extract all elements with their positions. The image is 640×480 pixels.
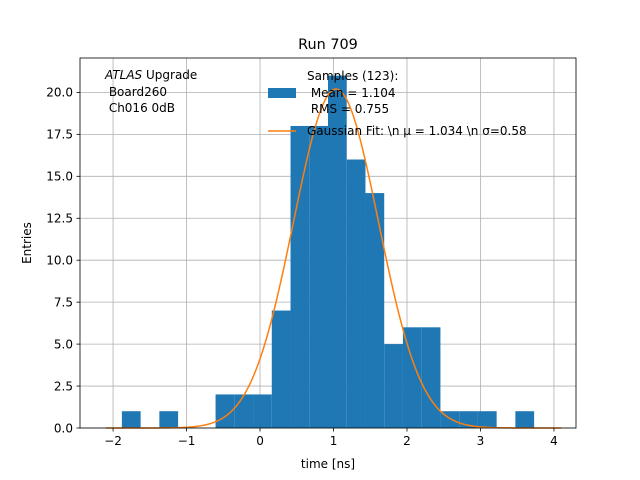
y-axis-label: Entries xyxy=(20,222,34,264)
histogram-bar xyxy=(271,310,291,428)
histogram-bar xyxy=(290,125,310,429)
gaussian-fit-curve xyxy=(105,88,562,429)
chart-title: Run 709 xyxy=(298,37,358,53)
atlas-italic: ATLAS xyxy=(104,68,143,82)
histogram-bar xyxy=(328,75,347,428)
histogram-bar xyxy=(421,327,441,428)
histogram-bar xyxy=(309,125,328,429)
y-tick-label: 5.0 xyxy=(54,337,73,351)
x-tick-label: 3 xyxy=(477,434,485,448)
y-tick-label: 15.0 xyxy=(46,170,73,184)
legend-hist-line2: Mean = 1.104 xyxy=(307,86,396,100)
histogram-bar xyxy=(121,411,141,428)
atlas-annotation: ATLAS Upgrade Board260 Ch016 0dB xyxy=(104,68,197,115)
histogram-bar xyxy=(346,159,366,428)
x-tick-label: −2 xyxy=(104,434,122,448)
histogram-bar xyxy=(253,394,272,428)
plot-frame xyxy=(79,57,577,429)
y-tick-label: 20.0 xyxy=(46,86,73,100)
x-tick-label: 4 xyxy=(550,434,558,448)
legend-fit-label: Gaussian Fit: \n μ = 1.034 \n σ=0.58 xyxy=(307,124,527,138)
y-tick-label: 0.0 xyxy=(54,421,73,435)
x-tick-label: 0 xyxy=(256,434,264,448)
atlas-upgrade: Upgrade xyxy=(142,68,197,82)
x-tick-label: −1 xyxy=(178,434,196,448)
histogram-bar xyxy=(477,411,497,428)
histogram-bar xyxy=(159,411,179,428)
y-tick-label: 2.5 xyxy=(54,379,73,393)
channel-label: Ch016 0dB xyxy=(105,101,175,115)
y-tick-label: 7.5 xyxy=(54,295,73,309)
x-tick-label: 1 xyxy=(330,434,338,448)
histogram-bar xyxy=(515,411,535,428)
histogram-bar xyxy=(384,344,403,428)
y-axis-ticks: 0.0 2.5 5.0 7.5 10.0 12.5 15.0 17.5 20.0 xyxy=(46,86,80,435)
x-tick-label: 2 xyxy=(403,434,411,448)
x-axis-label: time [ns] xyxy=(301,457,355,471)
y-tick-label: 12.5 xyxy=(46,212,73,226)
legend-hist-swatch xyxy=(268,88,296,98)
legend: Samples (123): Mean = 1.104 RMS = 0.755 … xyxy=(268,69,527,138)
y-tick-label: 17.5 xyxy=(46,128,73,142)
gaussian-fit xyxy=(105,88,562,429)
histogram-bar xyxy=(402,327,422,428)
histogram-bars xyxy=(121,75,535,429)
legend-hist-line3: RMS = 0.755 xyxy=(307,102,389,116)
histogram-bar xyxy=(365,193,385,428)
x-axis-ticks: −2 −1 0 1 2 3 4 xyxy=(104,428,558,448)
histogram-bar xyxy=(234,394,254,428)
atlas-label: ATLAS Upgrade xyxy=(104,68,197,82)
legend-hist-line1: Samples (123): xyxy=(307,69,398,83)
y-tick-label: 10.0 xyxy=(46,253,73,267)
board-label: Board260 xyxy=(105,85,167,99)
